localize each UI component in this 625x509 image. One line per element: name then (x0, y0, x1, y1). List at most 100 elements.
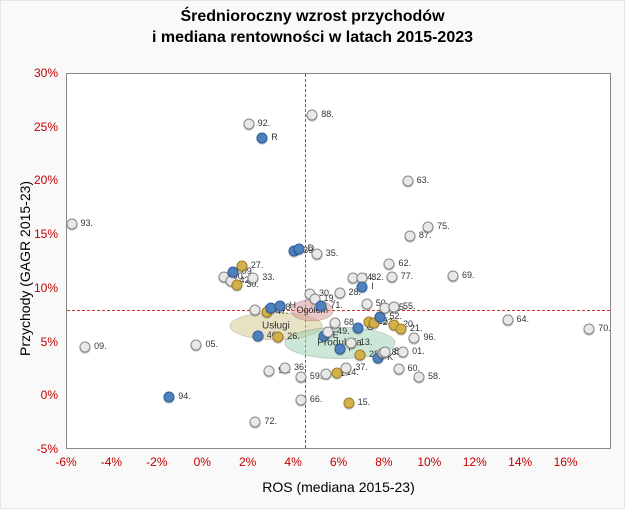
data-point (334, 288, 345, 299)
data-point-label: 75. (437, 221, 450, 231)
y-tick: 15% (34, 227, 58, 241)
data-point (334, 344, 345, 355)
data-point-label: H (289, 300, 296, 310)
data-point-label: 37. (355, 362, 368, 372)
chart-container: Średnioroczny wzrost przychodów i median… (0, 0, 625, 509)
data-point-label: 71. (330, 300, 343, 310)
data-point-label: I (371, 281, 374, 291)
region-label: Usługi (262, 321, 290, 332)
data-point (252, 331, 263, 342)
data-point (164, 392, 175, 403)
data-point-label: 88. (321, 109, 334, 119)
data-point (409, 333, 420, 344)
x-tick: 16% (554, 455, 578, 469)
y-tick: -5% (37, 442, 58, 456)
x-tick: 2% (239, 455, 256, 469)
data-point (384, 259, 395, 270)
data-point-label: 70. (598, 323, 611, 333)
title-line-2: i mediana rentowności w latach 2015-2023 (152, 29, 473, 46)
x-tick: -6% (55, 455, 76, 469)
data-point (264, 365, 275, 376)
data-point (389, 302, 400, 313)
data-point (357, 281, 368, 292)
data-point (307, 109, 318, 120)
data-point (354, 350, 365, 361)
data-point-label: 09. (94, 341, 107, 351)
data-point (393, 364, 404, 375)
data-point (295, 394, 306, 405)
data-point-label: 64. (517, 314, 530, 324)
x-tick: -4% (101, 455, 122, 469)
data-point-label: 72. (264, 416, 277, 426)
x-tick: 0% (194, 455, 211, 469)
x-tick: 6% (330, 455, 347, 469)
x-tick: 4% (284, 455, 301, 469)
data-point (386, 272, 397, 283)
data-point-label: 63. (417, 175, 430, 185)
data-point (191, 339, 202, 350)
data-point-label: 92. (258, 118, 271, 128)
data-point (352, 322, 363, 333)
data-point (232, 279, 243, 290)
data-point (361, 298, 372, 309)
data-point (345, 337, 356, 348)
data-point (66, 219, 77, 230)
data-point (584, 323, 595, 334)
data-point-label: 66. (310, 394, 323, 404)
data-point-label: 21. (410, 323, 423, 333)
data-point-label: 13. (360, 337, 373, 347)
data-point (236, 261, 247, 272)
data-point-label: 26. (287, 331, 300, 341)
data-point (243, 119, 254, 130)
x-tick: -2% (146, 455, 167, 469)
data-point (398, 347, 409, 358)
x-axis-label: ROS (mediana 2015-23) (66, 479, 611, 495)
data-point (295, 371, 306, 382)
y-tick: 5% (41, 335, 58, 349)
data-point (257, 133, 268, 144)
data-point-label: 05. (205, 339, 218, 349)
data-point-label: 94. (178, 391, 191, 401)
data-point (413, 371, 424, 382)
data-point-label: R (271, 132, 278, 142)
data-point (423, 221, 434, 232)
data-point-label: 62. (398, 258, 411, 268)
data-point (395, 323, 406, 334)
data-point (80, 341, 91, 352)
data-point (448, 270, 459, 281)
x-tick: 12% (463, 455, 487, 469)
data-point (320, 368, 331, 379)
x-tick: 14% (508, 455, 532, 469)
data-point-label: 49. (337, 326, 350, 336)
data-point-label: 96. (423, 332, 436, 342)
data-point (343, 397, 354, 408)
y-tick: 20% (34, 173, 58, 187)
data-point (280, 363, 291, 374)
data-point-label: 82. (371, 272, 384, 282)
x-tick: 10% (417, 455, 441, 469)
data-point-label: 77. (401, 271, 414, 281)
y-tick: 0% (41, 388, 58, 402)
data-point-label: 93. (81, 218, 94, 228)
data-point-label: 35. (326, 248, 339, 258)
y-tick: 30% (34, 66, 58, 80)
data-point (250, 305, 261, 316)
y-axis-label: Przychody (GAGR 2015-23) (17, 181, 33, 356)
data-point (402, 176, 413, 187)
data-point-label: 69. (462, 270, 475, 280)
title-line-1: Średnioroczny wzrost przychodów (180, 8, 444, 25)
data-point (311, 249, 322, 260)
data-point (404, 231, 415, 242)
data-point (293, 244, 304, 255)
y-tick: 25% (34, 120, 58, 134)
data-point (316, 301, 327, 312)
data-point-label: 30. (319, 288, 332, 298)
chart-title: Średnioroczny wzrost przychodów i median… (1, 7, 624, 49)
data-point (502, 315, 513, 326)
data-point (250, 417, 261, 428)
data-point-label: 15. (358, 397, 371, 407)
data-point (329, 318, 340, 329)
y-tick: 10% (34, 281, 58, 295)
data-point (341, 363, 352, 374)
data-point-label: 58. (428, 371, 441, 381)
